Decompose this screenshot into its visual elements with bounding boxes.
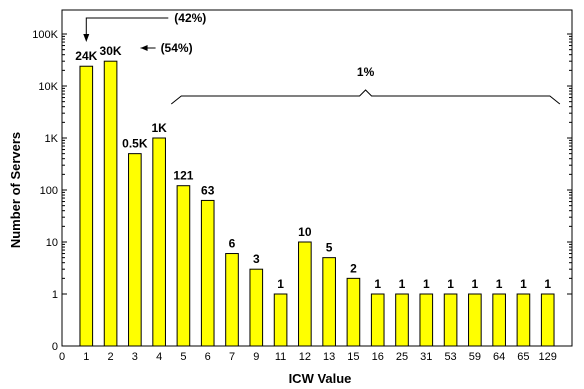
data-label-7: 6 bbox=[229, 237, 236, 251]
x-tick-label: 64 bbox=[493, 351, 505, 363]
bar-3 bbox=[128, 153, 142, 347]
x-tick-label: 53 bbox=[444, 351, 456, 363]
data-label-65: 1 bbox=[520, 277, 527, 291]
data-label-64: 1 bbox=[496, 277, 503, 291]
data-label-59: 1 bbox=[472, 277, 479, 291]
y-axis-title: Number of Servers bbox=[8, 132, 23, 248]
data-label-25: 1 bbox=[399, 277, 406, 291]
x-tick-label: 7 bbox=[229, 351, 235, 363]
y-axis-ticks: 0 1 10 100 1K 10K 100K bbox=[32, 29, 572, 353]
bar-1 bbox=[79, 65, 94, 347]
data-label-5: 121 bbox=[173, 169, 193, 183]
data-label-6: 63 bbox=[201, 183, 215, 197]
x-tick-label: 59 bbox=[469, 351, 481, 363]
y-tick-label: 10K bbox=[38, 81, 58, 93]
x-tick-label: 129 bbox=[539, 351, 557, 363]
bar-4 bbox=[152, 137, 166, 347]
data-label-3: 0.5K bbox=[122, 137, 148, 151]
annot-54pct: (54%) bbox=[161, 41, 193, 55]
x-tick-label: 6 bbox=[205, 351, 211, 363]
plot-border bbox=[61, 9, 573, 347]
bar-6 bbox=[200, 199, 215, 347]
bar-13 bbox=[322, 257, 336, 347]
y-tick-label: 1 bbox=[52, 289, 58, 301]
bars-layer bbox=[79, 60, 555, 347]
bar-5 bbox=[176, 185, 191, 347]
data-label-13: 5 bbox=[326, 241, 333, 255]
x-tick-label: 65 bbox=[517, 351, 529, 363]
data-label-11: 1 bbox=[277, 277, 284, 291]
annot-42pct: (42%) bbox=[174, 11, 206, 25]
arrowhead-42pct bbox=[83, 34, 90, 42]
data-label-12: 10 bbox=[298, 225, 312, 239]
y-tick-label: 100K bbox=[32, 29, 58, 41]
y-tick-label: 100 bbox=[40, 185, 58, 197]
x-tick-label: 5 bbox=[180, 351, 186, 363]
annotations: (42%) (54%) 1% bbox=[83, 11, 561, 105]
data-label-129: 1 bbox=[544, 277, 551, 291]
x-tick-label: 16 bbox=[372, 351, 384, 363]
arrow-42pct bbox=[85, 17, 169, 36]
bar-15 bbox=[346, 277, 361, 347]
data-label-53: 1 bbox=[447, 277, 454, 291]
data-label-1: 24K bbox=[75, 49, 97, 63]
x-tick-label: 4 bbox=[156, 351, 162, 363]
bar-59 bbox=[468, 293, 482, 347]
data-label-9: 3 bbox=[253, 252, 260, 266]
y-tick-label: 0 bbox=[52, 341, 58, 353]
bar-65 bbox=[516, 293, 531, 347]
x-tick-label: 11 bbox=[275, 351, 286, 363]
y-tick-label: 10 bbox=[46, 237, 58, 249]
bar-16 bbox=[370, 293, 385, 347]
x-tick-label: 1 bbox=[83, 351, 89, 363]
bar-7 bbox=[225, 253, 239, 347]
x-tick-label: 12 bbox=[299, 351, 311, 363]
x-tick-label: 31 bbox=[420, 351, 432, 363]
arrowhead-54pct bbox=[140, 45, 148, 51]
data-label-31: 1 bbox=[423, 277, 430, 291]
data-label-2: 30K bbox=[100, 44, 122, 58]
x-tick-label: 3 bbox=[132, 351, 138, 363]
annot-1pct: 1% bbox=[357, 65, 375, 79]
data-label-15: 2 bbox=[350, 261, 357, 275]
x-tick-label: 15 bbox=[347, 351, 359, 363]
bar-11 bbox=[273, 293, 288, 347]
bar-31 bbox=[419, 293, 434, 347]
data-label-4: 1K bbox=[151, 121, 167, 135]
x-tick-label: 25 bbox=[396, 351, 408, 363]
x-tick-label: 2 bbox=[108, 351, 114, 363]
y-tick-label: 1K bbox=[45, 133, 59, 145]
x-tick-label: 13 bbox=[323, 351, 335, 363]
x-axis-ticks: 0 1 2 3 4 5 6 7 9 11 12 13 15 16 25 31 53 59 64 65 129 bbox=[59, 351, 557, 363]
bar-64 bbox=[492, 293, 506, 347]
bar-2 bbox=[103, 60, 118, 347]
data-label-16: 1 bbox=[374, 277, 381, 291]
brace-1pct bbox=[170, 89, 561, 105]
x-tick-label: 0 bbox=[59, 351, 65, 363]
bar-25 bbox=[395, 293, 409, 347]
bar-9 bbox=[249, 268, 264, 347]
bar-129 bbox=[540, 293, 555, 347]
x-axis-title: ICW Value bbox=[289, 371, 352, 386]
bar-12 bbox=[298, 241, 312, 347]
plot-frame bbox=[61, 9, 573, 347]
bar-53 bbox=[443, 293, 458, 347]
x-tick-label: 9 bbox=[253, 351, 259, 363]
